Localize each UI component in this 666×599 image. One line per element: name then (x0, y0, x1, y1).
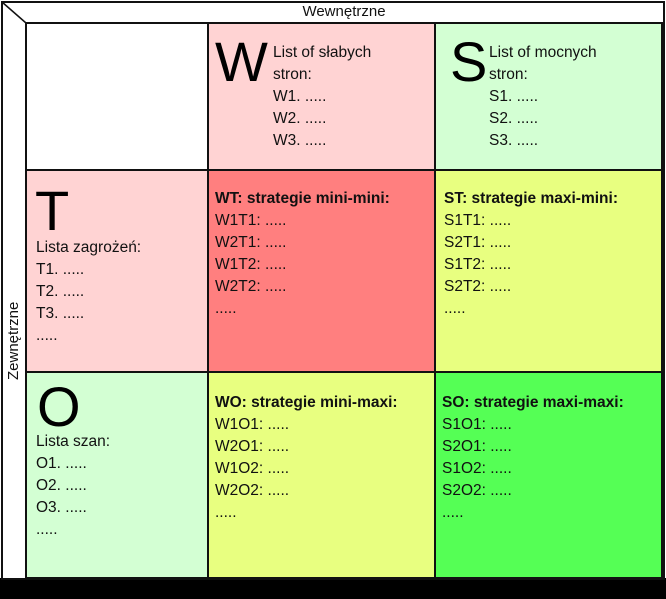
so-title: SO: strategie maxi-maxi: (442, 394, 624, 411)
opportunity-item: ..... (36, 521, 58, 538)
threat-item: T2. ..... (36, 283, 85, 300)
st-item: S1T2: ..... (444, 256, 512, 273)
strengths-cell: S List of mocnych stron: S1. ..... S2. .… (434, 22, 663, 171)
threats-heading: Lista zagrożeń: (36, 239, 142, 256)
so-item: ..... (442, 504, 464, 521)
wo-title: WO: strategie mini-maxi: (215, 394, 398, 411)
wo-item: W1O1: ..... (215, 416, 290, 433)
wt-item: W1T2: ..... (215, 256, 287, 273)
weakness-item: W2. ..... (273, 110, 327, 127)
st-item: S2T1: ..... (444, 234, 512, 251)
opportunity-item: O3. ..... (36, 499, 87, 516)
so-item: S1O1: ..... (442, 416, 512, 433)
so-item: S2O1: ..... (442, 438, 512, 455)
st-title: ST: strategie maxi-mini: (444, 190, 618, 207)
st-item: S1T1: ..... (444, 212, 512, 229)
wt-item: ..... (215, 300, 237, 317)
wt-item: W2T1: ..... (215, 234, 287, 251)
wt-item: W2T2: ..... (215, 278, 287, 295)
so-strategy-cell: SO: strategie maxi-maxi: S1O1: ..... S2O… (434, 371, 663, 579)
weaknesses-heading-2: stron: (273, 66, 312, 83)
wt-item: W1T1: ..... (215, 212, 287, 229)
threat-item: ..... (36, 327, 58, 344)
weakness-item: W1. ..... (273, 88, 327, 105)
strength-item: S1. ..... (489, 88, 539, 105)
external-axis-label: Zewnętrzne (4, 302, 24, 380)
threat-item: T1. ..... (36, 261, 85, 278)
wo-item: W2O2: ..... (215, 482, 290, 499)
st-item: S2T2: ..... (444, 278, 512, 295)
threats-cell: T Lista zagrożeń: T1. ..... T2. ..... T3… (25, 169, 209, 373)
opportunity-item: O1. ..... (36, 455, 87, 472)
opportunities-heading: Lista szan: (36, 433, 111, 450)
wo-item: W2O1: ..... (215, 438, 290, 455)
wt-strategy-cell: WT: strategie mini-mini: W1T1: ..... W2T… (207, 169, 436, 373)
wo-item: ..... (215, 504, 237, 521)
weakness-item: W3. ..... (273, 132, 327, 149)
corner-diagonal (1, 1, 27, 24)
wo-strategy-cell: WO: strategie mini-maxi: W1O1: ..... W2O… (207, 371, 436, 579)
strengths-heading: List of mocnych (489, 44, 597, 61)
swot-diagram: Wewnętrzne Zewnętrzne W List of słabych … (0, 0, 666, 580)
st-item: ..... (444, 300, 466, 317)
opportunities-letter: O (37, 375, 81, 438)
strengths-letter: S (450, 30, 488, 93)
strength-item: S2. ..... (489, 110, 539, 127)
strengths-heading-2: stron: (489, 66, 528, 83)
strength-item: S3. ..... (489, 132, 539, 149)
weaknesses-letter: W (215, 30, 268, 93)
weaknesses-heading: List of słabych (273, 44, 372, 61)
internal-axis-label: Wewnętrzne (302, 3, 386, 20)
opportunity-item: O2. ..... (36, 477, 87, 494)
threats-letter: T (35, 179, 70, 242)
threat-item: T3. ..... (36, 305, 85, 322)
so-item: S1O2: ..... (442, 460, 512, 477)
opportunities-cell: O Lista szan: O1. ..... O2. ..... O3. ..… (25, 371, 209, 579)
so-item: S2O2: ..... (442, 482, 512, 499)
wt-title: WT: strategie mini-mini: (215, 190, 390, 207)
empty-corner-cell (25, 22, 209, 171)
weaknesses-cell: W List of słabych stron: W1. ..... W2. .… (207, 22, 436, 171)
st-strategy-cell: ST: strategie maxi-mini: S1T1: ..... S2T… (434, 169, 663, 373)
wo-item: W1O2: ..... (215, 460, 290, 477)
